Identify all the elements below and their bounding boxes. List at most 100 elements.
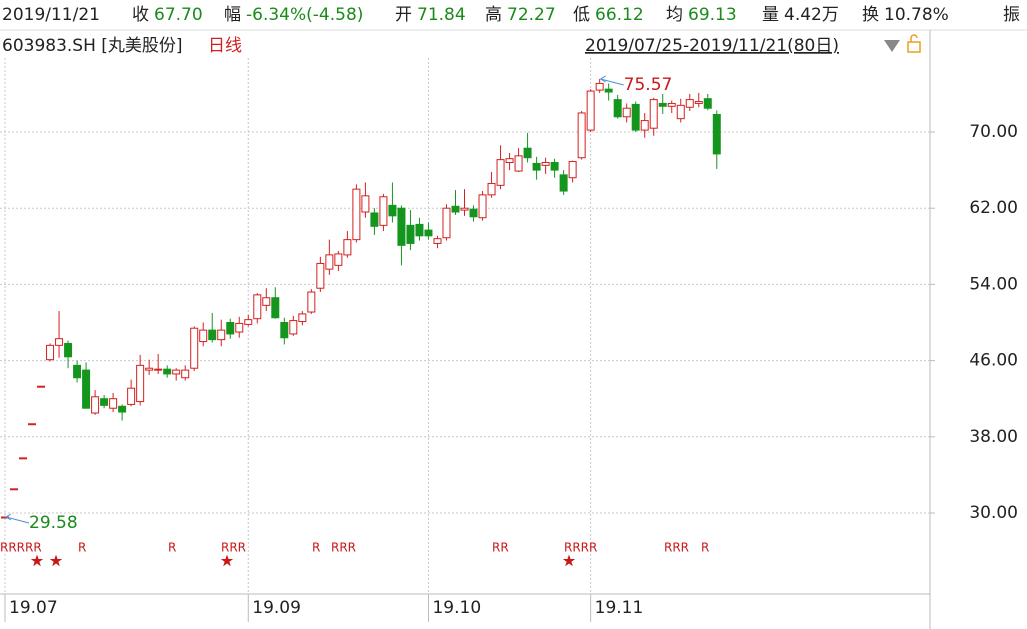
candle-body [541, 161, 550, 166]
lock-icon[interactable] [907, 41, 921, 53]
candle-body [316, 262, 325, 289]
star-icon [562, 554, 576, 567]
dropdown-icon[interactable] [884, 40, 900, 52]
candle-body [343, 239, 352, 256]
y-tick-label: 30.00 [969, 503, 1018, 523]
candle-body [586, 90, 595, 131]
candle-body [649, 99, 658, 129]
candle-body [307, 291, 316, 313]
header-value: 10.78% [884, 5, 949, 25]
candle-body [451, 205, 460, 213]
candle-body [109, 398, 118, 409]
candle-body [523, 147, 532, 159]
star-icon [30, 554, 44, 567]
candle-body [145, 367, 154, 371]
candle-body [136, 364, 145, 403]
candle-body [235, 322, 244, 333]
header-label: 收 [132, 5, 149, 25]
header-value: 71.84 [417, 5, 466, 25]
candle-body [433, 238, 442, 244]
candle-body [379, 196, 388, 226]
candle-body [19, 457, 28, 460]
header-value: 72.27 [507, 5, 556, 25]
x-tick-label: 19.10 [432, 598, 481, 618]
candle-body [676, 104, 685, 120]
signal: RRRR [564, 541, 597, 555]
signal: RRRRR [0, 541, 42, 555]
star-icon [49, 554, 63, 567]
candle-body [46, 344, 55, 361]
candle-body [604, 88, 613, 93]
candle-body [568, 161, 577, 179]
lock-shackle [910, 34, 918, 42]
annotation-label: 75.57 [624, 75, 673, 95]
candle-body [505, 158, 514, 163]
y-tick-label: 70.00 [969, 122, 1018, 142]
candle-body [244, 319, 253, 325]
candle-body [559, 174, 568, 192]
candle-body [55, 338, 64, 346]
y-tick-label: 46.00 [969, 351, 1018, 371]
candle-body [172, 369, 181, 375]
candle-body [469, 208, 478, 218]
candle-body [82, 369, 91, 409]
candle-body [127, 387, 136, 405]
candle-body [289, 320, 298, 335]
candle-body [190, 327, 199, 369]
candle-body [262, 297, 271, 306]
candle-body [442, 207, 451, 239]
candle-body [118, 405, 127, 413]
candle-body [361, 195, 370, 213]
candle-body [532, 162, 541, 171]
candle-body [181, 369, 190, 379]
candle-body [703, 98, 712, 109]
candle-body [91, 396, 100, 414]
candle-body [487, 182, 496, 196]
candle-body [415, 223, 424, 237]
y-tick-label: 54.00 [969, 274, 1018, 294]
header-label: 换 [862, 5, 879, 25]
x-tick-label: 19.11 [595, 598, 644, 618]
header-label: 量 [762, 5, 779, 25]
signal: RR [492, 541, 509, 555]
candle-body [577, 112, 586, 159]
candle-body [253, 294, 262, 320]
signal: R [701, 541, 709, 555]
candle-body [208, 329, 217, 341]
header-value: -6.34%(-4.58) [246, 5, 363, 25]
candle-body [334, 253, 343, 266]
signal: R [78, 541, 86, 555]
header-value: 66.12 [595, 5, 644, 25]
candle-body [199, 329, 208, 343]
y-tick-label: 62.00 [969, 198, 1018, 218]
signal: RRR [221, 541, 246, 555]
candle-body [64, 342, 73, 358]
candle-body [325, 254, 334, 270]
candle-body [100, 398, 109, 406]
range: 2019/07/25-2019/11/21(80日) [585, 36, 839, 56]
header-date: 2019/11/21 [2, 5, 100, 25]
candle-body [406, 224, 415, 244]
header-value: 69.13 [688, 5, 737, 25]
candle-body [478, 194, 487, 219]
candle-body [694, 101, 703, 104]
x-tick-label: 19.09 [252, 598, 301, 618]
candle-body [685, 99, 694, 108]
candle-body [622, 107, 631, 118]
header-label: 均 [666, 5, 683, 25]
candle-body [163, 368, 172, 375]
candle-body [712, 113, 721, 155]
candle-body [658, 102, 667, 107]
signal: RRR [664, 541, 689, 555]
signal: RRR [331, 541, 356, 555]
annotation-arrowhead [599, 75, 606, 83]
header-label: 开 [395, 5, 412, 25]
annotation-arrow [600, 78, 624, 86]
candle-body [514, 155, 523, 172]
candle-body [37, 385, 46, 388]
candle-body [226, 322, 235, 335]
candle-body [460, 207, 469, 211]
candle-body [496, 159, 505, 186]
y-tick-label: 38.00 [969, 427, 1018, 447]
candle-body [28, 423, 37, 426]
